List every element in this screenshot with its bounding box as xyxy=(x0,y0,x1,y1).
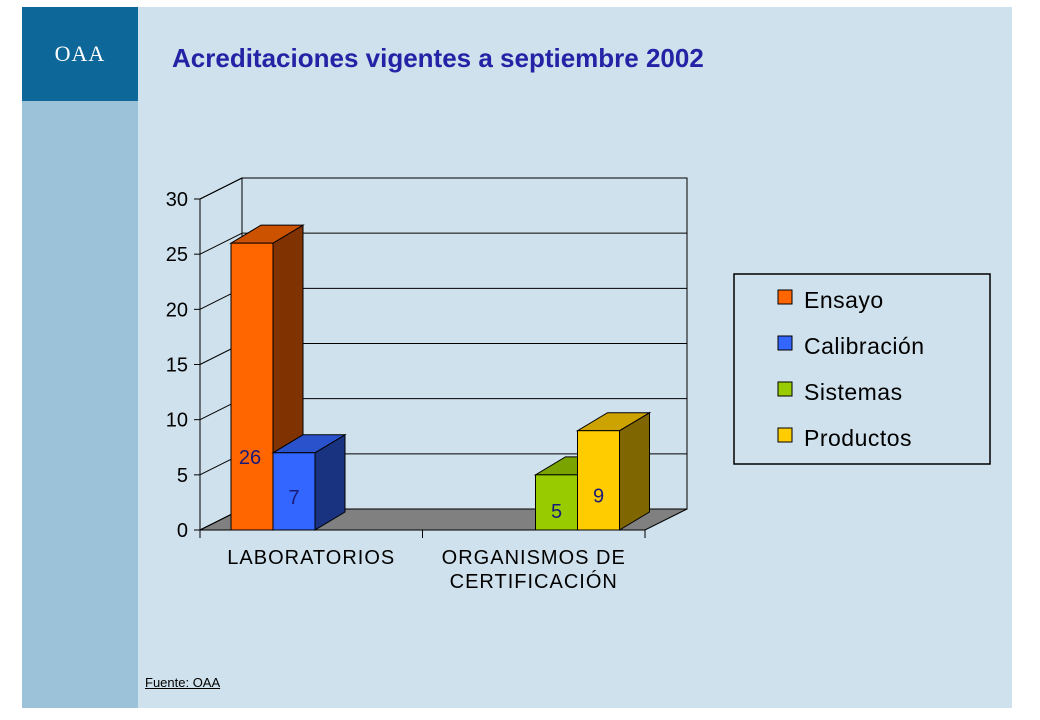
x-tick-label: ORGANISMOS DE xyxy=(442,547,626,569)
bar-Sistemas xyxy=(535,474,578,531)
y-tick-label: 30 xyxy=(166,189,188,211)
gridline-side xyxy=(199,177,243,200)
legend-label: Sistemas xyxy=(804,379,903,405)
data-label: 26 xyxy=(239,447,261,469)
data-label: 5 xyxy=(551,501,562,523)
x-tick-label: LABORATORIOS xyxy=(227,547,395,569)
y-tick-label: 0 xyxy=(177,520,188,542)
legend-swatch xyxy=(777,381,793,397)
legend-swatch xyxy=(777,427,793,443)
gridline-side xyxy=(199,232,243,255)
logo: OAA xyxy=(22,7,138,101)
bar-Ensayo xyxy=(230,242,274,531)
bar-side-Productos xyxy=(619,411,650,531)
sidebar-band xyxy=(22,7,138,708)
data-label: 9 xyxy=(593,486,604,508)
legend-box xyxy=(733,273,991,465)
legend-label: Ensayo xyxy=(804,287,884,313)
legend-label: Calibración xyxy=(804,333,925,359)
legend-swatch xyxy=(777,335,793,351)
logo-text: OAA xyxy=(54,41,106,66)
y-tick-label: 25 xyxy=(166,244,188,266)
source-note: Fuente: OAA xyxy=(145,675,221,690)
legend-swatch xyxy=(777,289,793,305)
data-label: 7 xyxy=(288,487,299,509)
legend-label: Productos xyxy=(804,425,912,451)
y-tick-label: 10 xyxy=(166,410,188,432)
bar-Calibración xyxy=(272,452,316,531)
y-tick-label: 15 xyxy=(166,355,188,377)
page-title: Acreditaciones vigentes a septiembre 200… xyxy=(172,43,704,73)
y-tick-label: 5 xyxy=(177,465,188,487)
bar-Productos xyxy=(577,430,620,531)
x-tick-label: CERTIFICACIÓN xyxy=(450,570,618,593)
y-tick-label: 20 xyxy=(166,299,188,321)
